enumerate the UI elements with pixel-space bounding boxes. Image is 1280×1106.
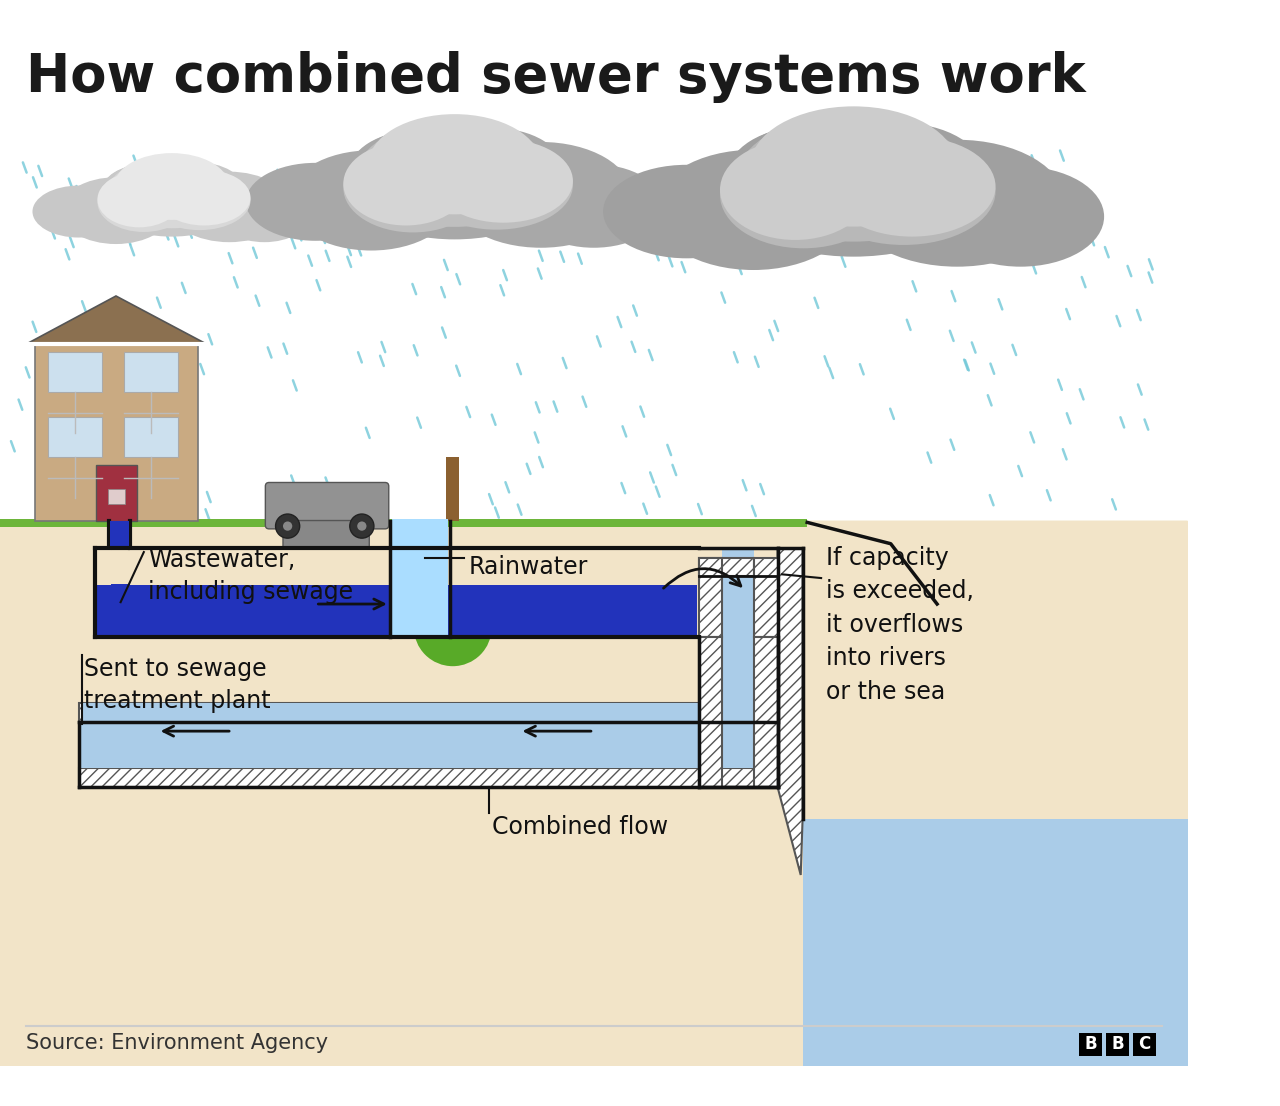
Circle shape [399,550,466,617]
Circle shape [440,550,507,617]
Bar [699,557,722,637]
Polygon shape [777,549,803,875]
Ellipse shape [357,121,552,227]
Ellipse shape [828,136,996,237]
Ellipse shape [737,115,970,241]
Ellipse shape [349,131,483,215]
Bar [392,519,448,635]
Text: How combined sewer systems work: How combined sewer systems work [26,51,1085,103]
Ellipse shape [719,142,887,249]
Bar [79,637,777,703]
Bar [803,820,1188,1066]
Ellipse shape [97,171,180,228]
Circle shape [349,514,374,539]
Ellipse shape [218,187,311,242]
Bar [108,489,125,504]
Ellipse shape [246,163,385,241]
Ellipse shape [343,142,468,226]
Bar [699,637,722,786]
Bar [36,344,197,521]
Bar [754,557,777,637]
Ellipse shape [719,139,870,240]
Bar [1106,1033,1129,1056]
Bar [329,559,361,581]
Bar [49,352,102,393]
Ellipse shape [114,153,229,220]
Ellipse shape [343,123,566,239]
Ellipse shape [288,150,454,251]
Polygon shape [808,521,1188,1066]
Text: C: C [1138,1035,1151,1053]
Text: Sent to sewage
treatment plant: Sent to sewage treatment plant [83,657,270,712]
Circle shape [404,551,500,648]
Bar [0,521,1188,1066]
Bar [699,557,754,576]
Ellipse shape [148,170,251,230]
Bar [289,559,323,581]
Circle shape [413,588,492,666]
Circle shape [357,521,366,531]
Bar [1133,1033,1156,1056]
Bar [124,417,178,458]
Text: Combined flow: Combined flow [492,815,668,838]
Polygon shape [26,296,207,344]
Bar [49,417,102,458]
Ellipse shape [157,170,251,226]
Ellipse shape [653,149,854,270]
FancyBboxPatch shape [265,482,389,529]
Ellipse shape [169,171,289,242]
Bar [96,549,111,585]
Text: B: B [1084,1035,1097,1053]
Bar [81,703,777,769]
Ellipse shape [369,114,541,215]
Text: Rainwater: Rainwater [468,555,588,578]
Ellipse shape [343,144,483,232]
Ellipse shape [151,163,244,218]
Bar [722,549,754,637]
Bar [447,458,460,521]
Ellipse shape [603,165,771,259]
Circle shape [408,586,471,649]
FancyBboxPatch shape [283,521,369,559]
Bar [0,519,808,528]
Text: Wastewater,
including sewage: Wastewater, including sewage [148,549,353,604]
Text: B: B [1111,1035,1124,1053]
Bar [129,549,696,585]
Bar [124,352,178,393]
Ellipse shape [60,177,172,244]
Ellipse shape [812,138,996,244]
Ellipse shape [101,165,191,220]
Ellipse shape [420,140,573,230]
Text: If capacity
is exceeded,
it overflows
into rivers
or the sea: If capacity is exceeded, it overflows in… [826,545,974,703]
Ellipse shape [97,158,246,237]
Ellipse shape [817,123,984,223]
Ellipse shape [849,139,1066,267]
Bar [95,549,699,637]
Ellipse shape [32,186,125,238]
Ellipse shape [719,116,987,257]
Ellipse shape [106,158,237,228]
Bar [1079,1033,1102,1056]
Bar [79,769,777,786]
Bar [96,465,137,521]
Ellipse shape [434,139,573,222]
Ellipse shape [451,142,631,248]
Ellipse shape [937,167,1105,267]
Ellipse shape [97,173,191,232]
Ellipse shape [727,126,887,227]
Bar [110,521,129,549]
Circle shape [283,521,292,531]
Ellipse shape [424,128,563,211]
Circle shape [434,586,498,649]
Circle shape [275,514,300,539]
Bar [96,584,696,635]
Bar [79,703,777,722]
Ellipse shape [750,106,957,227]
Ellipse shape [525,165,663,248]
Text: Source: Environment Agency: Source: Environment Agency [26,1033,328,1053]
Bar [754,637,777,786]
Bar [722,637,754,769]
